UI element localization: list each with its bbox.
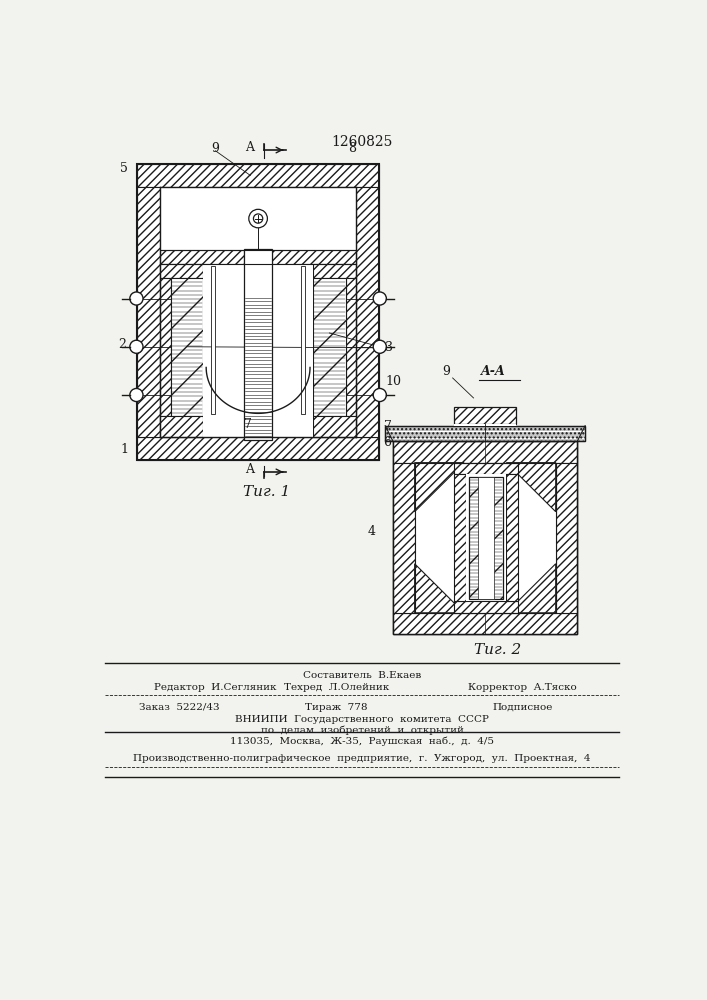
Bar (160, 416, 203, 437)
Bar (414, 463, 556, 613)
Bar (393, 441, 578, 634)
Bar (478, 477, 493, 599)
Polygon shape (414, 463, 464, 512)
Text: 5: 5 (120, 162, 128, 175)
Bar (393, 463, 414, 613)
Bar (356, 187, 379, 437)
Circle shape (373, 292, 386, 305)
Circle shape (130, 292, 143, 305)
Text: 7: 7 (384, 420, 392, 433)
Bar (300, 266, 305, 414)
Bar (506, 474, 518, 601)
Circle shape (249, 209, 267, 228)
Text: ВНИИПИ  Государственного  комитета  СССР: ВНИИПИ Государственного комитета СССР (235, 715, 489, 724)
Bar (454, 601, 518, 613)
Bar (272, 250, 356, 264)
Text: Редактор  И.Сегляник: Редактор И.Сегляник (154, 683, 276, 692)
Circle shape (130, 388, 143, 402)
Bar (244, 250, 272, 264)
Bar (393, 441, 578, 634)
Text: Техред  Л.Олейник: Техред Л.Олейник (284, 683, 389, 692)
Text: Τиг. 2: Τиг. 2 (474, 643, 521, 657)
Bar (393, 441, 578, 463)
Bar (385, 426, 585, 441)
Bar (469, 477, 503, 599)
Bar (466, 474, 506, 601)
Bar (211, 266, 216, 414)
Bar (393, 613, 578, 634)
Text: Заказ  5222/43: Заказ 5222/43 (139, 703, 219, 712)
Bar (313, 416, 356, 437)
Text: A: A (245, 141, 254, 154)
Bar (160, 416, 203, 437)
Text: 9: 9 (211, 142, 219, 155)
Bar (137, 164, 379, 187)
Text: Τиг. 1: Τиг. 1 (243, 485, 290, 499)
Circle shape (130, 340, 143, 353)
Bar (313, 264, 356, 278)
Bar (160, 264, 203, 278)
Bar (346, 278, 356, 416)
Bar (454, 407, 516, 424)
Text: Составитель  В.Екаев: Составитель В.Екаев (303, 671, 421, 680)
Bar (170, 278, 203, 416)
Text: 6: 6 (383, 436, 391, 449)
Bar (454, 424, 516, 426)
Text: Тираж  778: Тираж 778 (305, 703, 368, 712)
Text: 10: 10 (385, 375, 401, 388)
Bar (203, 264, 313, 437)
Bar (160, 278, 170, 416)
Bar (160, 187, 356, 250)
Text: Производственно-полиграфическое  предприятие,  г.  Ужгород,  ул.  Проектная,  4: Производственно-полиграфическое предприя… (133, 754, 591, 763)
Circle shape (373, 340, 386, 353)
Bar (137, 187, 160, 437)
Text: 8: 8 (348, 142, 356, 155)
Bar (244, 249, 272, 440)
Polygon shape (506, 463, 556, 512)
Text: 3: 3 (385, 341, 393, 354)
Text: 4: 4 (368, 525, 375, 538)
Text: 9: 9 (443, 365, 450, 378)
Bar (137, 164, 379, 460)
Bar (414, 463, 556, 613)
Bar (313, 278, 346, 416)
Text: по  делам  изобретений  и  открытий: по делам изобретений и открытий (260, 726, 463, 735)
Bar (385, 426, 585, 441)
Text: A-A: A-A (481, 365, 506, 378)
Polygon shape (414, 564, 464, 613)
Text: A: A (245, 463, 254, 476)
Circle shape (373, 388, 386, 402)
Bar (160, 250, 244, 264)
Bar (454, 463, 518, 474)
Bar (313, 416, 356, 437)
Text: 7: 7 (244, 418, 252, 431)
Bar (137, 437, 379, 460)
Bar (556, 463, 578, 613)
Text: 1260825: 1260825 (332, 135, 392, 149)
Text: 113035,  Москва,  Ж-35,  Раушская  наб.,  д.  4/5: 113035, Москва, Ж-35, Раушская наб., д. … (230, 737, 494, 746)
Bar (454, 474, 466, 601)
Bar (469, 477, 503, 599)
Text: Подписное: Подписное (492, 703, 553, 712)
Text: 2: 2 (118, 338, 126, 351)
Text: 1: 1 (120, 443, 128, 456)
Text: Корректор  А.Тяско: Корректор А.Тяско (468, 683, 577, 692)
Polygon shape (506, 564, 556, 613)
